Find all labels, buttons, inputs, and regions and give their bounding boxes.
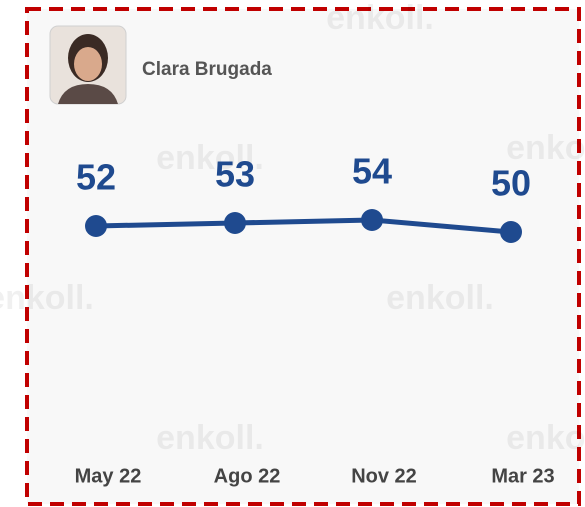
watermark: enkoll.	[506, 419, 585, 457]
x-tick-label: May 22	[75, 465, 142, 487]
point	[224, 212, 246, 234]
data-label: 52	[76, 157, 116, 198]
point	[85, 215, 107, 237]
avatar	[50, 26, 126, 104]
watermark: enkoll.	[0, 279, 94, 317]
watermark: enkoll.	[156, 419, 264, 457]
watermark: enkoll.	[326, 0, 434, 37]
x-tick-label: Nov 22	[351, 465, 417, 487]
point	[500, 221, 522, 243]
x-tick-label: Mar 23	[491, 465, 554, 487]
chart: enkoll. enkoll. enkoll. enkoll. enkoll. enkol…	[0, 0, 585, 507]
x-tick-label: Ago 22	[214, 465, 281, 487]
data-label: 54	[352, 151, 392, 192]
data-label: 53	[215, 154, 255, 195]
watermark: enkoll.	[506, 129, 585, 167]
watermark: enkoll.	[386, 279, 494, 317]
data-label: 50	[491, 163, 531, 204]
chart-title: Clara Brugada	[142, 59, 272, 80]
point	[361, 209, 383, 231]
avatar-face	[74, 47, 102, 81]
